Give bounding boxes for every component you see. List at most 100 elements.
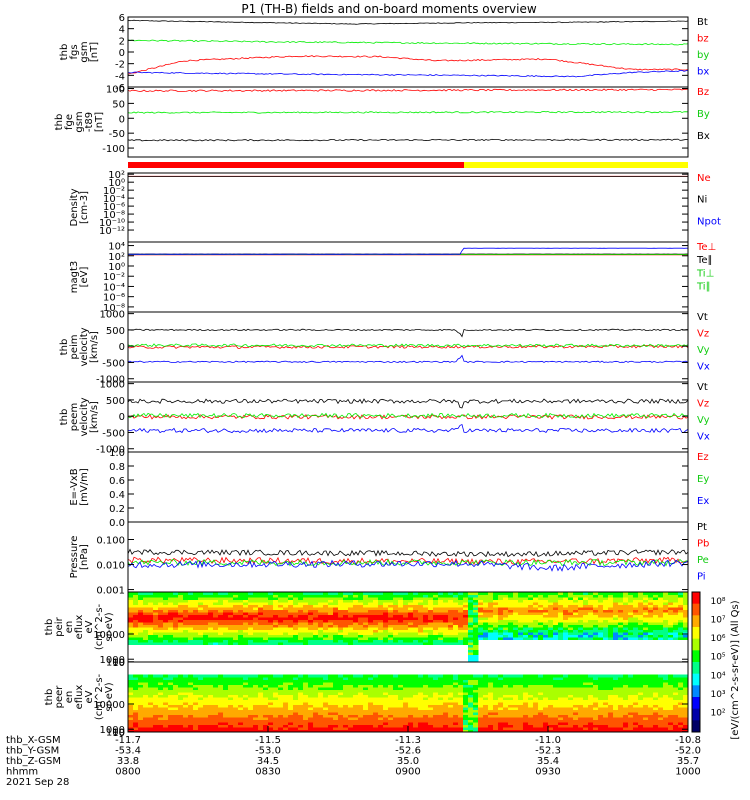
heat-cell — [528, 604, 534, 608]
heat-cell — [228, 627, 234, 630]
heat-cell — [403, 627, 409, 630]
heat-cell — [513, 702, 519, 705]
heat-cell — [358, 614, 364, 618]
heat-cell — [598, 634, 604, 638]
heat-cell — [183, 722, 189, 725]
heat-cell — [633, 699, 639, 703]
heat-cell — [158, 614, 164, 618]
heat-cell — [483, 592, 489, 595]
heat-cell — [363, 689, 369, 693]
heat-cell — [393, 594, 399, 598]
heat-cell — [453, 699, 459, 703]
heat-cell — [553, 689, 559, 693]
heat-cell — [303, 602, 309, 605]
heat-cell — [513, 604, 519, 608]
heat-cell — [203, 707, 209, 710]
heat-cell — [228, 619, 234, 623]
heat-cell — [263, 602, 269, 605]
heat-cell — [483, 607, 489, 610]
heat-cell — [448, 724, 454, 728]
heat-cell — [338, 609, 344, 613]
heat-cell — [163, 677, 169, 680]
heat-cell — [233, 697, 239, 700]
heat-cell — [203, 679, 209, 683]
heat-cell — [603, 717, 609, 720]
heat-cell — [658, 707, 664, 710]
heat-cell — [263, 612, 269, 615]
heat-cell — [478, 707, 484, 710]
heat-cell — [608, 719, 614, 723]
heat-cell — [378, 687, 384, 690]
heat-cell — [178, 604, 184, 608]
heat-cell — [463, 717, 469, 720]
heat-cell — [543, 712, 549, 715]
heat-cell — [358, 714, 364, 718]
heat-cell — [393, 627, 399, 630]
heat-cell — [138, 717, 144, 720]
heat-cell — [468, 714, 474, 718]
heat-cell — [163, 707, 169, 710]
heat-cell — [473, 654, 479, 658]
heat-cell — [528, 677, 534, 680]
heat-cell — [318, 702, 324, 705]
heat-cell — [353, 694, 359, 698]
heat-cell — [503, 697, 509, 700]
heat-cell — [258, 687, 264, 690]
heat-cell — [348, 684, 354, 688]
heat-cell — [268, 637, 274, 640]
heat-cell — [448, 622, 454, 625]
heat-cell — [683, 597, 689, 600]
heat-cell — [418, 637, 424, 640]
legend-Ti∥: Ti∥ — [696, 282, 711, 293]
heat-cell — [378, 594, 384, 598]
heat-cell — [663, 627, 669, 630]
heat-cell — [218, 617, 224, 620]
heat-cell — [373, 724, 379, 728]
heat-cell — [468, 649, 474, 653]
heat-cell — [398, 724, 404, 728]
heat-cell — [308, 624, 314, 628]
heat-cell — [268, 629, 274, 633]
heat-cell — [628, 694, 634, 698]
heat-cell — [473, 639, 479, 643]
series-line-by — [127, 39, 689, 46]
heat-cell — [428, 677, 434, 680]
heat-cell — [303, 619, 309, 623]
heat-cell — [323, 722, 329, 725]
heat-cell — [443, 674, 449, 678]
heat-cell — [283, 607, 289, 610]
heat-cell — [638, 692, 644, 695]
heat-cell — [608, 724, 614, 728]
heat-cell — [303, 679, 309, 683]
heat-cell — [473, 674, 479, 678]
heat-cell — [648, 709, 654, 713]
heat-cell — [528, 697, 534, 700]
heat-cell — [383, 597, 389, 600]
heat-cell — [418, 717, 424, 720]
heat-cell — [508, 677, 514, 680]
heat-cell — [433, 714, 439, 718]
heat-cell — [573, 699, 579, 703]
heat-cell — [178, 617, 184, 620]
heat-cell — [643, 712, 649, 715]
heat-cell — [603, 594, 609, 598]
heat-cell — [438, 607, 444, 610]
ylabel-line: peir — [54, 616, 65, 636]
heat-cell — [608, 637, 614, 640]
heat-cell — [598, 724, 604, 728]
heat-cell — [543, 619, 549, 623]
heat-cell — [473, 627, 479, 630]
heat-cell — [298, 682, 304, 685]
heat-cell — [288, 679, 294, 683]
heat-cell — [333, 699, 339, 703]
heat-cell — [538, 712, 544, 715]
heat-cell — [318, 707, 324, 710]
heat-cell — [568, 729, 574, 733]
heat-cell — [293, 679, 299, 683]
heat-cell — [188, 687, 194, 690]
heat-cell — [363, 619, 369, 623]
heat-cell — [158, 592, 164, 595]
legend-Bz: Bz — [697, 87, 709, 98]
panel-3: Te⊥Te∥Ti⊥Ti∥10⁴10²10⁰10⁻²10⁻⁴10⁻⁶10⁻⁸mag… — [69, 241, 716, 314]
heat-cell — [583, 597, 589, 600]
